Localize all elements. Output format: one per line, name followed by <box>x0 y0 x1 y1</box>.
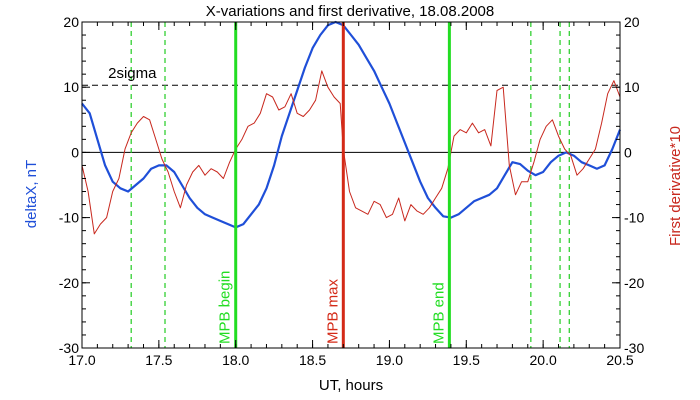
y-tick-label-right: -10 <box>624 210 644 226</box>
x-tick-label: 19.5 <box>453 352 480 368</box>
y-tick-label-right: 20 <box>624 14 640 30</box>
y-axis-label-left: deltaX, nT <box>23 160 40 228</box>
x-tick-label: 17.5 <box>145 352 172 368</box>
y-tick-label-left: -10 <box>59 210 79 226</box>
marker-label: MPB begin <box>217 271 234 344</box>
text-labels: 2sigma MPB begin MPB max MPB end 17.0 17.5 18.… <box>59 14 645 368</box>
x-tick-label: 17.0 <box>68 352 95 368</box>
marker-label: MPB end <box>430 282 447 344</box>
y-tick-label-left: 10 <box>63 79 79 95</box>
y-tick-label-right: 10 <box>624 79 640 95</box>
y-tick-label-left: 20 <box>63 14 79 30</box>
series-lines <box>81 20 622 235</box>
y-axis-label-right: First derivative*10 <box>667 126 684 246</box>
x-axis-label: UT, hours <box>319 377 383 394</box>
series-line-derivative <box>81 70 621 235</box>
marker-label: MPB max <box>324 278 341 344</box>
x-tick-label: 18.0 <box>222 352 249 368</box>
y-tick-label-right: -30 <box>624 340 644 356</box>
x-tick-label: 18.5 <box>299 352 326 368</box>
vertical-markers <box>234 22 451 348</box>
chart-title: X-variations and first derivative, 18.08… <box>206 3 495 20</box>
plot-frame <box>81 21 621 349</box>
x-tick-label: 19.0 <box>376 352 403 368</box>
threshold-label: 2sigma <box>108 65 157 82</box>
x-tick-label: 20.0 <box>530 352 557 368</box>
y-tick-label-left: -20 <box>59 275 79 291</box>
y-tick-label-left: -30 <box>59 340 79 356</box>
y-tick-label-right: -20 <box>624 275 644 291</box>
plot-axes <box>81 21 621 349</box>
x-tick-label: 20.5 <box>606 352 633 368</box>
reference-lines <box>82 22 620 348</box>
y-tick-label-left: 0 <box>71 144 79 160</box>
y-tick-label-right: 0 <box>624 144 632 160</box>
